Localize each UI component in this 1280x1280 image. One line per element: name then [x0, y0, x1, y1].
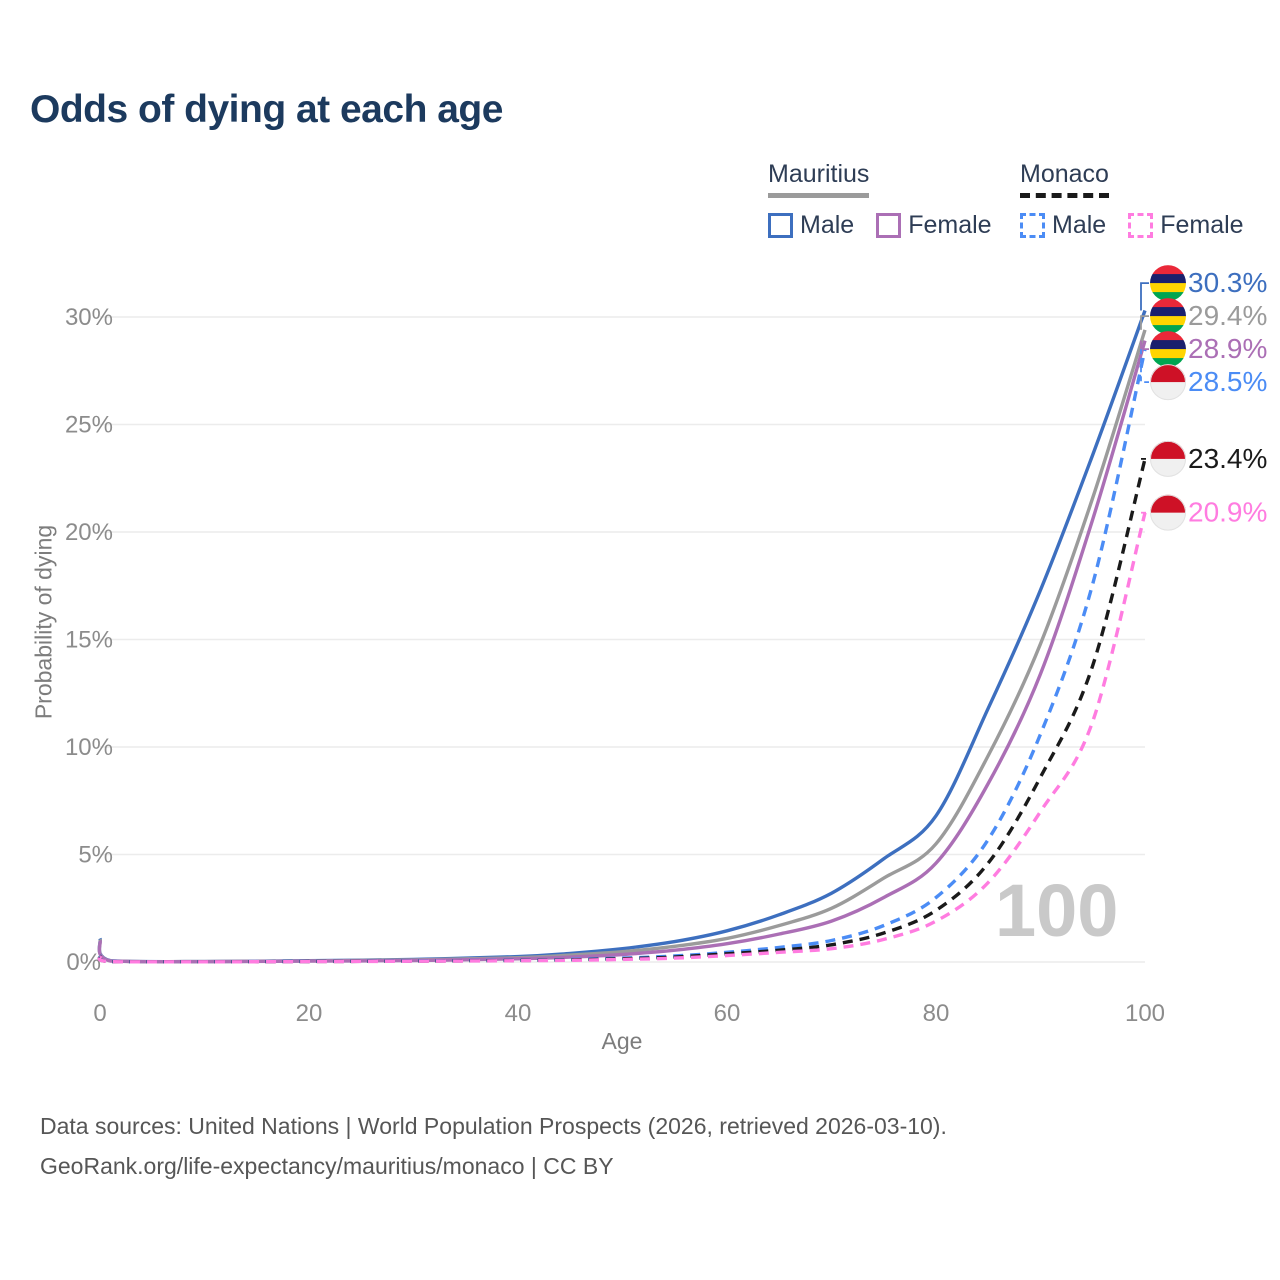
- footer-data-sources: Data sources: United Nations | World Pop…: [40, 1113, 947, 1139]
- legend-item-label: Male: [800, 211, 855, 239]
- legend-solid-line-swatch: [768, 193, 869, 198]
- x-tick-40: 40: [505, 1000, 532, 1027]
- series-line-mauritius-female: [97, 340, 1147, 964]
- legend-item-monaco-male[interactable]: Male: [1020, 211, 1106, 240]
- page-title: Odds of dying at each age: [30, 88, 503, 131]
- leader-line-monaco-male: [1140, 349, 1149, 383]
- end-value-label-monaco-female: 20.9%: [1188, 497, 1267, 528]
- end-value-label-mauritius-female: 28.9%: [1188, 333, 1267, 364]
- flag-monaco-icon: [1150, 440, 1186, 477]
- legend-dashed-line-swatch: [1020, 193, 1109, 198]
- y-axis-title: Probability of dying: [30, 524, 57, 720]
- legend-swatch-mauritius-male: [768, 213, 793, 238]
- flag-monaco-icon: [1150, 364, 1186, 401]
- series-line-monaco-male: [97, 348, 1147, 964]
- y-tick-0%: 0%: [66, 949, 101, 976]
- age-watermark: 100: [995, 869, 1119, 952]
- series-line-mauritius-male: [97, 309, 1147, 964]
- legend-item-label: Female: [1160, 211, 1244, 239]
- chart-legend: Mauritius Male Female Monaco Male Female: [0, 160, 1280, 250]
- end-value-label-monaco-both-sexes: 23.4%: [1188, 443, 1267, 474]
- y-tick-25%: 25%: [65, 412, 113, 439]
- x-axis-title: Age: [601, 1028, 643, 1054]
- footer: Data sources: United Nations | World Pop…: [40, 1106, 947, 1186]
- x-tick-80: 80: [923, 1000, 950, 1027]
- legend-country-label-monaco: Monaco: [1020, 160, 1109, 188]
- y-tick-5%: 5%: [78, 842, 113, 869]
- y-tick-10%: 10%: [65, 734, 113, 761]
- x-tick-100: 100: [1125, 1000, 1165, 1027]
- x-tick-0: 0: [93, 1000, 106, 1027]
- legend-item-monaco-female[interactable]: Female: [1128, 211, 1244, 240]
- legend-item-mauritius-male[interactable]: Male: [768, 211, 854, 240]
- end-value-label-mauritius-both-sexes: 29.4%: [1188, 300, 1267, 331]
- end-value-label-monaco-male: 28.5%: [1188, 366, 1267, 397]
- legend-item-mauritius-female[interactable]: Female: [876, 211, 992, 240]
- footer-attribution: GeoRank.org/life-expectancy/mauritius/mo…: [40, 1153, 614, 1179]
- legend-group-monaco: Monaco Male Female: [1020, 160, 1266, 240]
- series-line-monaco-female: [97, 512, 1147, 964]
- y-tick-15%: 15%: [65, 627, 113, 654]
- x-tick-20: 20: [296, 1000, 323, 1027]
- legend-country-label-mauritius: Mauritius: [768, 160, 870, 188]
- end-value-label-mauritius-male: 30.3%: [1188, 267, 1267, 298]
- legend-item-label: Female: [908, 211, 992, 239]
- y-tick-30%: 30%: [65, 304, 113, 331]
- leader-line-mauritius-female: [1140, 340, 1149, 350]
- leader-line-mauritius-both-sexes: [1140, 315, 1149, 330]
- legend-item-label: Male: [1052, 211, 1107, 239]
- flag-mauritius-icon: [1150, 331, 1186, 368]
- flag-mauritius-icon: [1150, 298, 1186, 335]
- flag-monaco-icon: [1150, 494, 1186, 531]
- leader-line-mauritius-male: [1140, 282, 1149, 311]
- legend-swatch-monaco-male: [1020, 213, 1045, 238]
- flag-mauritius-icon: [1150, 265, 1186, 302]
- x-tick-60: 60: [714, 1000, 741, 1027]
- legend-swatch-mauritius-female: [876, 213, 902, 238]
- y-tick-20%: 20%: [65, 519, 113, 546]
- legend-group-mauritius: Mauritius Male Female: [768, 160, 1014, 240]
- legend-swatch-monaco-female: [1128, 213, 1154, 238]
